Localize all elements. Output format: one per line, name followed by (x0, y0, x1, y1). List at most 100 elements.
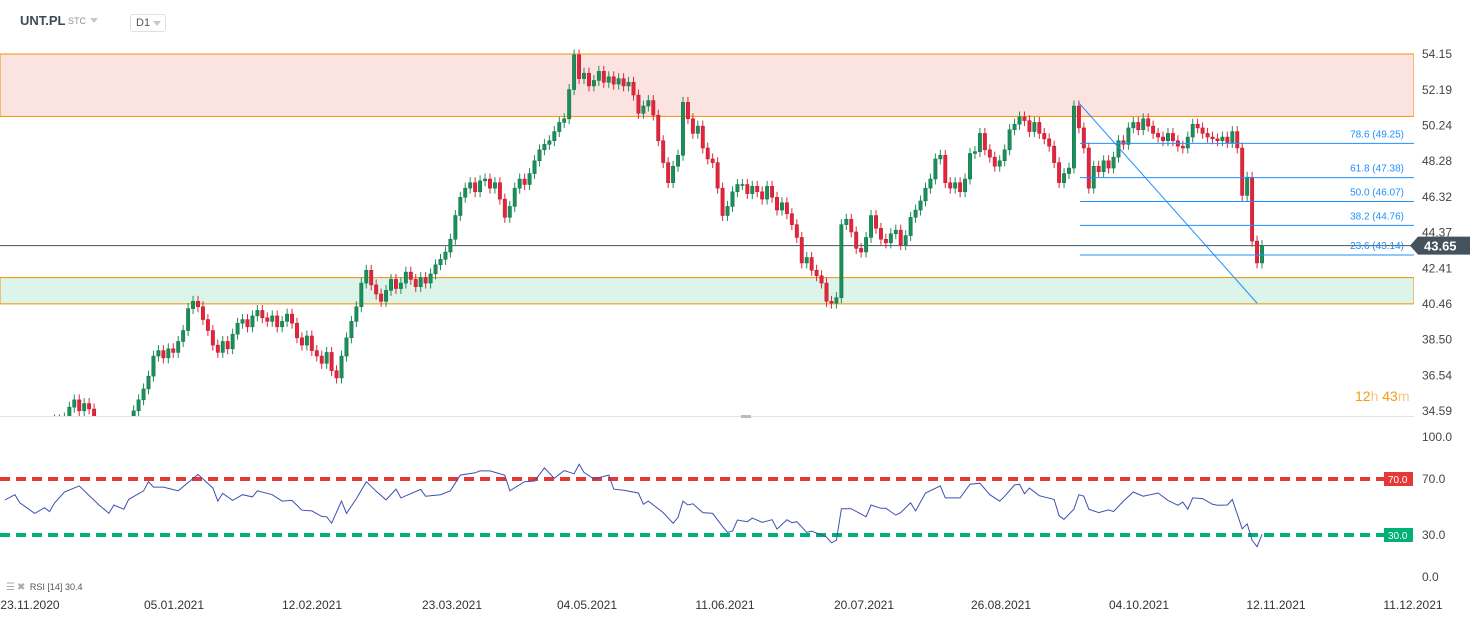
candle[interactable] (1161, 131, 1165, 147)
candle[interactable] (1022, 111, 1027, 127)
candle[interactable] (497, 177, 502, 205)
candle[interactable] (230, 328, 235, 355)
candle[interactable] (755, 180, 760, 198)
candle[interactable] (537, 144, 542, 167)
candle[interactable] (963, 173, 968, 198)
candle[interactable] (354, 301, 359, 327)
candle[interactable] (117, 418, 120, 438)
timeframe-select[interactable]: D1 (130, 14, 166, 32)
candle[interactable] (1076, 100, 1081, 134)
candle[interactable] (389, 273, 393, 296)
close-icon[interactable]: ✖ (16, 582, 26, 593)
candle[interactable] (196, 295, 200, 313)
candle[interactable] (309, 330, 314, 357)
candle[interactable] (745, 179, 750, 200)
candle[interactable] (275, 310, 280, 333)
candle[interactable] (438, 253, 443, 271)
candle[interactable] (344, 332, 349, 362)
candle[interactable] (611, 71, 616, 90)
candle[interactable] (48, 420, 51, 438)
candle[interactable] (245, 314, 250, 333)
candle[interactable] (740, 179, 745, 190)
candle[interactable] (720, 182, 725, 222)
candle[interactable] (324, 346, 329, 369)
candle[interactable] (339, 350, 344, 384)
candle[interactable] (646, 95, 651, 112)
candle[interactable] (92, 403, 97, 431)
candle[interactable] (1126, 122, 1131, 150)
candle[interactable] (72, 394, 77, 413)
candle[interactable] (23, 422, 26, 442)
candle[interactable] (695, 120, 700, 139)
candle[interactable] (814, 264, 819, 282)
candle[interactable] (349, 315, 354, 344)
candle[interactable] (28, 416, 31, 432)
candle[interactable] (780, 197, 784, 216)
candle[interactable] (176, 335, 181, 358)
candle[interactable] (725, 200, 730, 222)
candle[interactable] (953, 177, 958, 194)
candle[interactable] (765, 180, 770, 205)
candle[interactable] (1052, 140, 1057, 169)
candle[interactable] (1185, 131, 1190, 154)
chevron-down-icon[interactable] (90, 18, 98, 23)
candle[interactable] (67, 401, 72, 424)
candle[interactable] (700, 120, 705, 154)
candle[interactable] (587, 67, 591, 92)
candle[interactable] (1131, 116, 1136, 134)
candle[interactable] (750, 180, 755, 200)
candle[interactable] (1096, 160, 1101, 178)
candle[interactable] (304, 330, 309, 351)
candle[interactable] (1146, 113, 1151, 132)
candle[interactable] (453, 210, 458, 245)
candle[interactable] (314, 345, 319, 362)
candle[interactable] (735, 179, 740, 198)
candle[interactable] (973, 146, 977, 159)
candle[interactable] (13, 418, 16, 438)
candle[interactable] (958, 177, 963, 198)
candle[interactable] (473, 177, 478, 198)
candle[interactable] (1215, 133, 1220, 147)
candle[interactable] (606, 71, 611, 88)
candle[interactable] (191, 295, 196, 315)
candle[interactable] (107, 424, 110, 442)
candle[interactable] (408, 266, 413, 285)
candle[interactable] (290, 308, 294, 329)
candle[interactable] (933, 153, 938, 185)
candle[interactable] (1057, 157, 1062, 189)
candle[interactable] (201, 301, 205, 326)
candle[interactable] (799, 231, 804, 269)
candle[interactable] (567, 84, 572, 125)
candle[interactable] (423, 272, 428, 289)
candle[interactable] (819, 270, 824, 289)
candle[interactable] (359, 277, 364, 313)
symbol-label[interactable]: UNT.PL (20, 13, 66, 28)
candle[interactable] (715, 157, 720, 194)
candle[interactable] (977, 127, 982, 158)
candle[interactable] (270, 310, 275, 327)
candle[interactable] (1101, 155, 1106, 178)
candle[interactable] (483, 173, 487, 187)
candle[interactable] (122, 422, 125, 438)
candle[interactable] (864, 231, 869, 258)
candle[interactable] (542, 138, 547, 156)
candle[interactable] (1081, 122, 1086, 154)
candle[interactable] (156, 345, 161, 362)
candle[interactable] (364, 264, 369, 289)
candle[interactable] (913, 204, 918, 223)
candle[interactable] (507, 200, 512, 223)
candle[interactable] (428, 268, 433, 289)
candle[interactable] (631, 76, 636, 101)
candle[interactable] (824, 277, 829, 307)
candle[interactable] (1037, 116, 1042, 139)
candle[interactable] (171, 343, 176, 358)
candle[interactable] (685, 96, 690, 125)
candle[interactable] (112, 418, 115, 434)
candle[interactable] (1260, 240, 1264, 269)
candle[interactable] (903, 230, 908, 251)
candle[interactable] (948, 177, 953, 194)
candle[interactable] (181, 325, 186, 347)
candle[interactable] (557, 116, 562, 138)
candle[interactable] (240, 314, 245, 329)
candle[interactable] (280, 315, 285, 333)
